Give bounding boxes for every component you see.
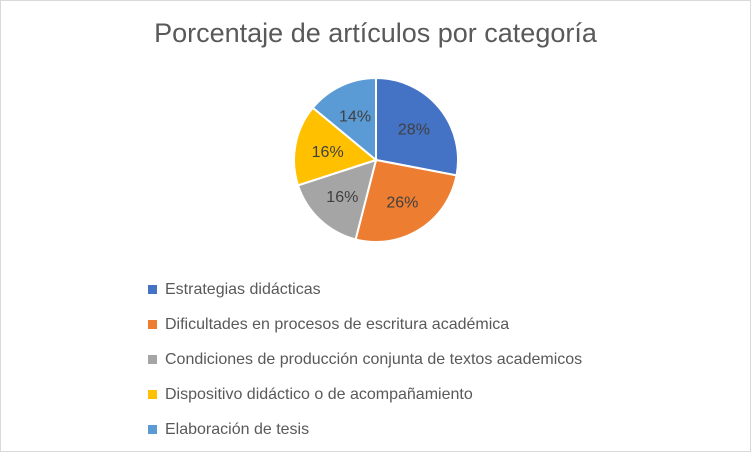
- legend-label-3: Condiciones de producción conjunta de te…: [165, 350, 583, 368]
- legend-swatch-3: [148, 355, 157, 364]
- legend-swatch-5: [148, 425, 157, 434]
- legend-item-4: Dispositivo didáctico o de acompañamient…: [148, 377, 582, 412]
- pie-slice-2: [354, 158, 458, 243]
- pie-slice-5: [311, 76, 377, 163]
- legend-label-4: Dispositivo didáctico o de acompañamient…: [165, 385, 473, 403]
- pie-slice-1: [375, 76, 459, 177]
- legend-item-5: Elaboración de tesis: [148, 412, 582, 447]
- chart-title: Porcentaje de artículos por categoría: [154, 18, 597, 48]
- pie-slice-4: [293, 106, 379, 187]
- legend-swatch-4: [148, 390, 157, 399]
- data-label-4: 16%: [312, 144, 344, 161]
- legend-item-1: Estrategias didácticas: [148, 272, 582, 307]
- legend: Estrategias didácticas Dificultades en pr…: [148, 272, 582, 447]
- pie-data-labels: 28% 26% 16% 16% 14%: [312, 108, 430, 211]
- data-label-3: 16%: [326, 189, 358, 206]
- legend-label-1: Estrategias didácticas: [165, 280, 321, 298]
- legend-swatch-1: [148, 285, 157, 294]
- data-label-1: 28%: [398, 122, 430, 139]
- legend-label-5: Elaboración de tesis: [165, 420, 310, 438]
- legend-item-2: Dificultades en procesos de escritura ac…: [148, 307, 582, 342]
- pie-slices: [293, 76, 459, 243]
- legend-swatch-2: [148, 320, 157, 329]
- legend-item-3: Condiciones de producción conjunta de te…: [148, 342, 582, 377]
- legend-label-2: Dificultades en procesos de escritura ac…: [165, 315, 510, 333]
- data-label-2: 26%: [386, 195, 418, 212]
- data-label-5: 14%: [339, 108, 371, 125]
